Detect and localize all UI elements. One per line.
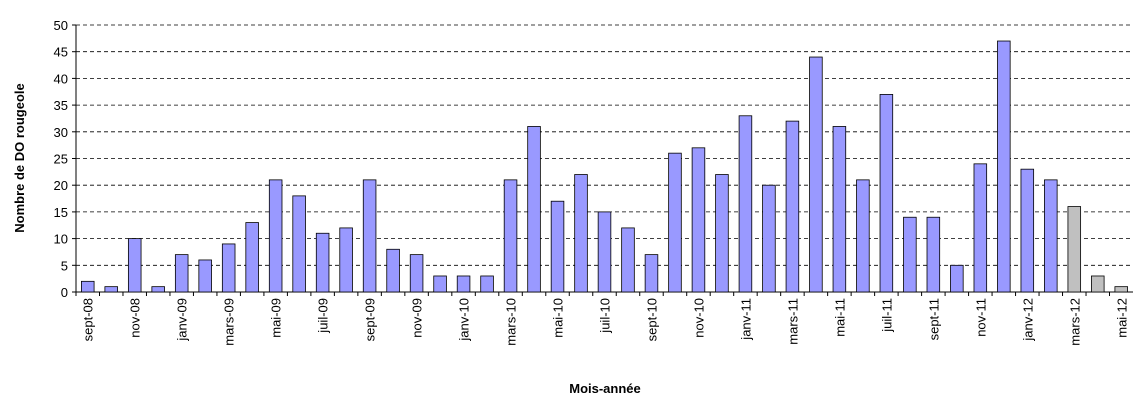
bar <box>104 286 118 293</box>
x-tick-label: juil-10 <box>598 298 613 334</box>
bar <box>527 126 541 293</box>
bar <box>574 174 588 293</box>
y-tick-label: 30 <box>54 125 68 140</box>
bar <box>292 195 306 293</box>
bar <box>198 259 212 293</box>
bar <box>597 211 612 293</box>
x-tick-label: sept-09 <box>363 298 378 341</box>
x-tick-label: juil-09 <box>316 298 331 334</box>
bar <box>151 286 165 293</box>
bar <box>1091 275 1105 293</box>
bar <box>480 275 494 293</box>
bar <box>762 184 776 293</box>
x-tick-label: sept-08 <box>81 298 96 341</box>
x-tick-label: nov-11 <box>973 298 988 337</box>
bar <box>1044 179 1058 293</box>
bar <box>1114 286 1128 293</box>
bar <box>691 147 706 293</box>
bar <box>832 126 847 293</box>
bar <box>644 254 659 293</box>
x-tick-label: mai-10 <box>551 298 566 338</box>
y-axis-title: Nombre de DO rougeole <box>12 83 27 233</box>
y-tick-label: 45 <box>54 45 68 60</box>
x-tick-label: mai-11 <box>832 298 847 337</box>
x-tick-label: sept-11 <box>926 298 941 340</box>
bar <box>268 179 283 293</box>
bar <box>315 232 330 293</box>
bar <box>997 40 1011 293</box>
y-tick-label: 20 <box>54 178 68 193</box>
x-tick-label: juil-11 <box>879 298 894 333</box>
bar <box>856 179 870 293</box>
bar <box>433 275 447 293</box>
bar <box>503 179 518 293</box>
y-tick-label: 5 <box>61 258 68 273</box>
bar <box>809 56 823 293</box>
y-tick-label: 40 <box>54 71 68 86</box>
bar <box>339 227 353 293</box>
bar <box>879 94 894 293</box>
bar <box>174 254 189 293</box>
bar <box>386 248 400 293</box>
x-tick-label: nov-08 <box>128 298 143 338</box>
y-tick-label: 35 <box>54 98 68 113</box>
bar <box>81 280 95 293</box>
bar <box>903 216 917 293</box>
bar <box>621 227 635 293</box>
x-tick-label: mai-09 <box>269 298 284 338</box>
x-tick-label: mars-10 <box>504 298 519 346</box>
bar <box>127 238 142 293</box>
x-tick-label: janv-10 <box>457 298 472 342</box>
bar <box>1067 206 1082 293</box>
y-tick-label: 10 <box>54 232 68 247</box>
x-tick-label: janv-09 <box>175 298 190 342</box>
x-tick-label: sept-10 <box>644 298 659 341</box>
x-tick-label: mai-12 <box>1114 298 1129 338</box>
x-tick-label: mars-11 <box>785 298 800 345</box>
x-tick-label: janv-11 <box>738 298 753 341</box>
bar <box>1020 168 1035 293</box>
x-tick-label: mars-09 <box>222 298 237 346</box>
bar <box>245 222 259 293</box>
y-tick-label: 50 <box>54 18 68 33</box>
bar <box>456 275 471 293</box>
y-tick-label: 25 <box>54 152 68 167</box>
x-tick-label: nov-09 <box>410 298 425 338</box>
x-axis-title: Mois-année <box>569 381 641 396</box>
x-tick-label: nov-10 <box>691 298 706 338</box>
bar <box>550 200 565 293</box>
y-tick-label: 15 <box>54 205 68 220</box>
bar <box>362 179 377 293</box>
bar <box>668 152 682 293</box>
x-tick-label: janv-12 <box>1020 298 1035 342</box>
bar <box>950 264 964 293</box>
bar <box>409 254 424 293</box>
bar <box>715 174 729 293</box>
bar <box>738 115 753 293</box>
y-tick-label: 0 <box>61 285 68 300</box>
bar <box>973 163 988 293</box>
bar <box>221 243 236 293</box>
x-tick-label: mars-12 <box>1067 298 1082 346</box>
bar <box>785 120 800 293</box>
bar <box>926 216 941 293</box>
